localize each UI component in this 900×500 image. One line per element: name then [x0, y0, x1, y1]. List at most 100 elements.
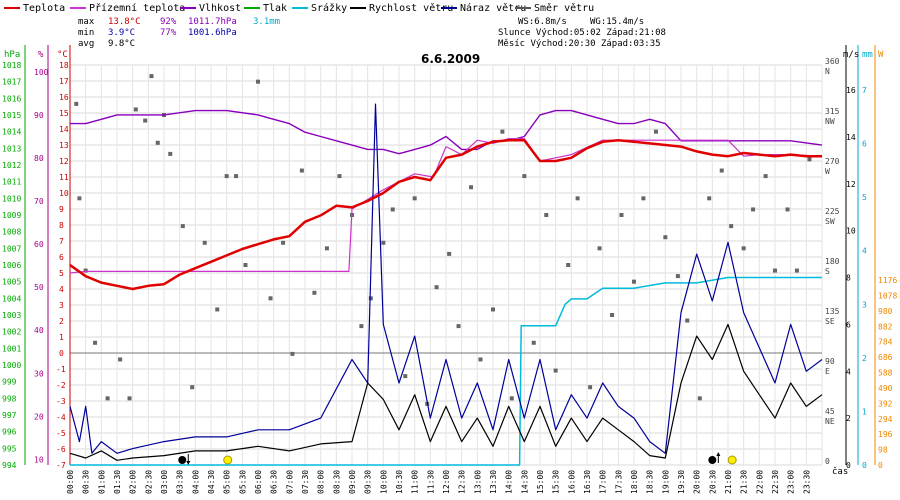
time-tick: 17:30: [614, 470, 623, 494]
rain-tick: 3: [862, 300, 867, 309]
legend-swatch: [441, 7, 457, 9]
wind-direction-point: [290, 351, 295, 356]
humidity-tick: 100: [34, 68, 49, 77]
legend-swatch: [4, 7, 20, 9]
temperature-tick: 3: [59, 301, 64, 310]
temperature-tick: 13: [59, 141, 69, 150]
sunrise-marker: [223, 455, 233, 465]
temperature-tick: -1: [56, 365, 66, 374]
solar-tick: 294: [878, 415, 893, 424]
wind-direction-point: [597, 246, 602, 251]
time-tick: 19:30: [677, 470, 686, 494]
avg-temp: 9.8°C: [108, 39, 136, 49]
time-tick: 20:30: [708, 470, 717, 494]
legend: Teplota Přízemní teplota Vlhkost Tlak Srážky…: [0, 0, 900, 16]
pressure-tick: 996: [2, 428, 17, 437]
legend-item-1: Přízemní teplota: [70, 3, 185, 14]
wind-direction-point: [785, 207, 790, 212]
time-tick: 22:30: [771, 470, 780, 494]
pressure-unit: hPa: [4, 50, 20, 60]
wind-direction-point: [256, 79, 260, 84]
legend-label: Srážky: [311, 3, 348, 14]
pressure-tick: 1004: [2, 294, 21, 303]
time-tick: 03:00: [160, 470, 169, 494]
temperature-tick: 12: [59, 157, 69, 166]
wind-tick: 12: [846, 180, 856, 189]
wind-direction-point: [456, 324, 461, 329]
moon-set-marker: [178, 456, 187, 464]
time-tick: 16:30: [583, 470, 592, 494]
wind-direction-point: [381, 240, 386, 245]
legend-swatch: [350, 7, 366, 9]
temperature-tick: 10: [59, 189, 69, 198]
wind-direction-point: [74, 101, 79, 106]
time-tick: 12:30: [458, 470, 467, 494]
humidity-tick: 50: [34, 283, 44, 292]
time-tick: 16:00: [567, 470, 576, 494]
rain-tick: 5: [862, 193, 867, 202]
legend-swatch: [292, 7, 308, 9]
time-tick: 00:00: [66, 470, 75, 494]
wind-direction-point: [641, 196, 646, 201]
temperature-tick: 9: [59, 205, 64, 214]
time-tick: 05:00: [223, 470, 232, 494]
direction-tick: 315: [825, 107, 840, 116]
solar-unit: W: [878, 50, 884, 60]
wind-direction-point: [133, 107, 138, 112]
wind-direction-point: [168, 151, 173, 156]
pressure-tick: 1008: [2, 228, 21, 237]
wind-gust-max: WG:15.4m/s: [590, 17, 645, 27]
rain-tick: 2: [862, 354, 867, 363]
pressure-tick: 1016: [2, 94, 21, 103]
time-tick: 13:30: [489, 470, 498, 494]
temperature-tick: 4: [59, 285, 64, 294]
wind-direction-point: [105, 396, 110, 401]
legend-swatch: [515, 7, 531, 9]
time-tick: 11:00: [411, 470, 420, 494]
direction-tick: 0: [825, 457, 830, 466]
time-tick: 12:00: [442, 470, 451, 494]
solar-tick: 490: [878, 384, 893, 393]
wind-direction-point: [149, 74, 154, 79]
time-tick: 02:30: [144, 470, 153, 494]
legend-label: Náraz větru: [460, 3, 527, 14]
time-tick: 04:00: [191, 470, 200, 494]
time-tick: 20:00: [693, 470, 702, 494]
legend-swatch: [180, 7, 196, 9]
temperature-tick: -3: [56, 397, 66, 406]
time-tick: 01:30: [113, 470, 122, 494]
pressure-tick: 1011: [2, 178, 21, 187]
time-tick: 15:30: [552, 470, 561, 494]
direction-tick: N: [825, 67, 830, 76]
wind-direction-point: [155, 140, 160, 145]
wind-direction-point: [469, 185, 474, 190]
temperature-tick: 7: [59, 237, 64, 246]
temperature-tick: 18: [59, 61, 69, 70]
direction-tick: S: [825, 267, 830, 276]
time-tick: 22:00: [755, 470, 764, 494]
wind-direction-point: [368, 296, 373, 301]
wind-direction-point: [281, 240, 286, 245]
wind-direction-point: [337, 174, 342, 179]
wind-direction-point: [544, 213, 549, 217]
wind-speed-max: WS:6.8m/s: [518, 17, 567, 27]
time-tick: 19:00: [661, 470, 670, 494]
max-temp: 13.8°C: [108, 17, 141, 27]
time-tick: 18:30: [646, 470, 655, 494]
direction-tick: 90: [825, 357, 835, 366]
solar-tick: 1176: [878, 276, 897, 285]
humidity-tick: 70: [34, 197, 44, 206]
pressure-tick: 995: [2, 444, 17, 453]
time-tick: 05:30: [238, 470, 247, 494]
pressure-tick: 998: [2, 394, 17, 403]
pressure-tick: 1005: [2, 278, 21, 287]
wind-direction-point: [478, 357, 483, 362]
wind-direction-point: [447, 251, 452, 256]
legend-item-2: Vlhkost: [180, 3, 241, 14]
solar-tick: 980: [878, 307, 893, 316]
humidity-line: [70, 109, 823, 155]
temperature-tick: 2: [59, 317, 64, 326]
wind-direction-point: [390, 207, 395, 212]
direction-tick: 180: [825, 257, 840, 266]
legend-item-4: Srážky: [292, 3, 347, 14]
